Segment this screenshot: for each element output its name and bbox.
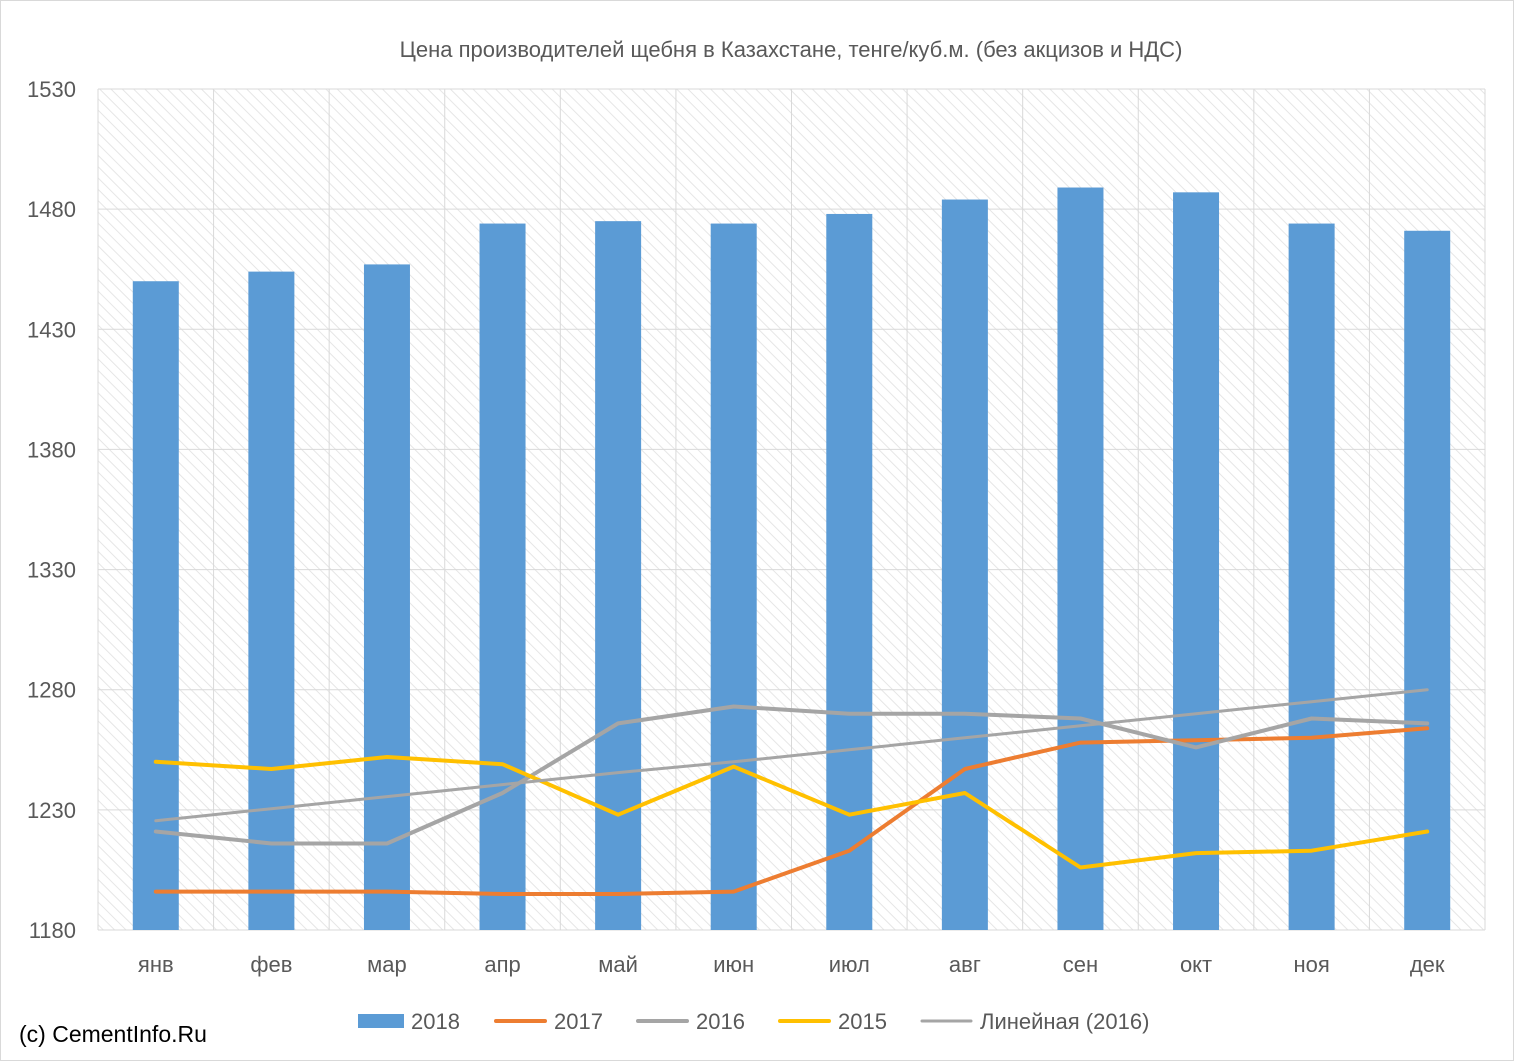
legend-swatch-2018	[358, 1014, 404, 1028]
series-line-trend-2016	[154, 688, 1429, 823]
y-tick-label: 1530	[27, 77, 76, 102]
series-line-2017	[153, 726, 1430, 896]
bar-2018-сен	[1057, 187, 1104, 930]
legend-label-2016: 2016	[696, 1009, 745, 1034]
x-tick-label: ноя	[1293, 952, 1329, 977]
x-tick-label: мар	[367, 952, 407, 977]
y-tick-label: 1230	[27, 798, 76, 823]
bar-2018-мар	[363, 264, 410, 930]
x-tick-label: июн	[713, 952, 754, 977]
y-tick-label: 1430	[27, 317, 76, 342]
bar-2018-июл	[826, 213, 873, 930]
bar-2018-дек	[1404, 230, 1451, 931]
y-tick-label: 1480	[27, 197, 76, 222]
lines-layer	[153, 688, 1430, 896]
grid-lines	[97, 88, 1486, 931]
legend-label-2015: 2015	[838, 1009, 887, 1034]
legend-label-trend-2016: Линейная (2016)	[980, 1009, 1149, 1034]
bar-2018-авг	[941, 199, 988, 930]
x-tick-label: окт	[1180, 952, 1212, 977]
bar-2018-фев	[248, 271, 295, 930]
y-tick-label: 1330	[27, 558, 76, 583]
bar-2018-апр	[479, 223, 526, 930]
y-axis: 1180 1230 1280 1330 1380 1430 1480 1530	[27, 77, 76, 943]
x-axis: янв фев мар апр май июн июл авг сен окт ноя дек	[138, 952, 1445, 977]
series-line-2016	[153, 704, 1430, 846]
bar-2018-окт	[1173, 192, 1220, 930]
credit-text: (c) CementInfo.Ru	[19, 1021, 207, 1047]
x-tick-label: авг	[949, 952, 981, 977]
x-tick-label: апр	[484, 952, 520, 977]
y-tick-label: 1180	[29, 918, 76, 943]
bar-2018-май	[595, 221, 642, 930]
x-tick-label: июл	[829, 952, 870, 977]
x-tick-label: фев	[250, 952, 292, 977]
y-tick-label: 1280	[27, 678, 76, 703]
chart-title: Цена производителей щебня в Казахстане, …	[400, 37, 1183, 62]
legend-label-2018: 2018	[411, 1009, 460, 1034]
bar-2018-июн	[710, 223, 757, 930]
x-tick-label: янв	[138, 952, 174, 977]
x-tick-label: дек	[1410, 952, 1445, 977]
legend-label-2017: 2017	[554, 1009, 603, 1034]
legend: 2018 2017 2016 2015 Линейная (2016)	[358, 1009, 1149, 1034]
y-tick-label: 1380	[27, 437, 76, 462]
x-tick-label: сен	[1063, 952, 1098, 977]
bar-2018-ноя	[1288, 223, 1335, 930]
series-line-2015	[153, 755, 1430, 870]
x-tick-label: май	[598, 952, 638, 977]
